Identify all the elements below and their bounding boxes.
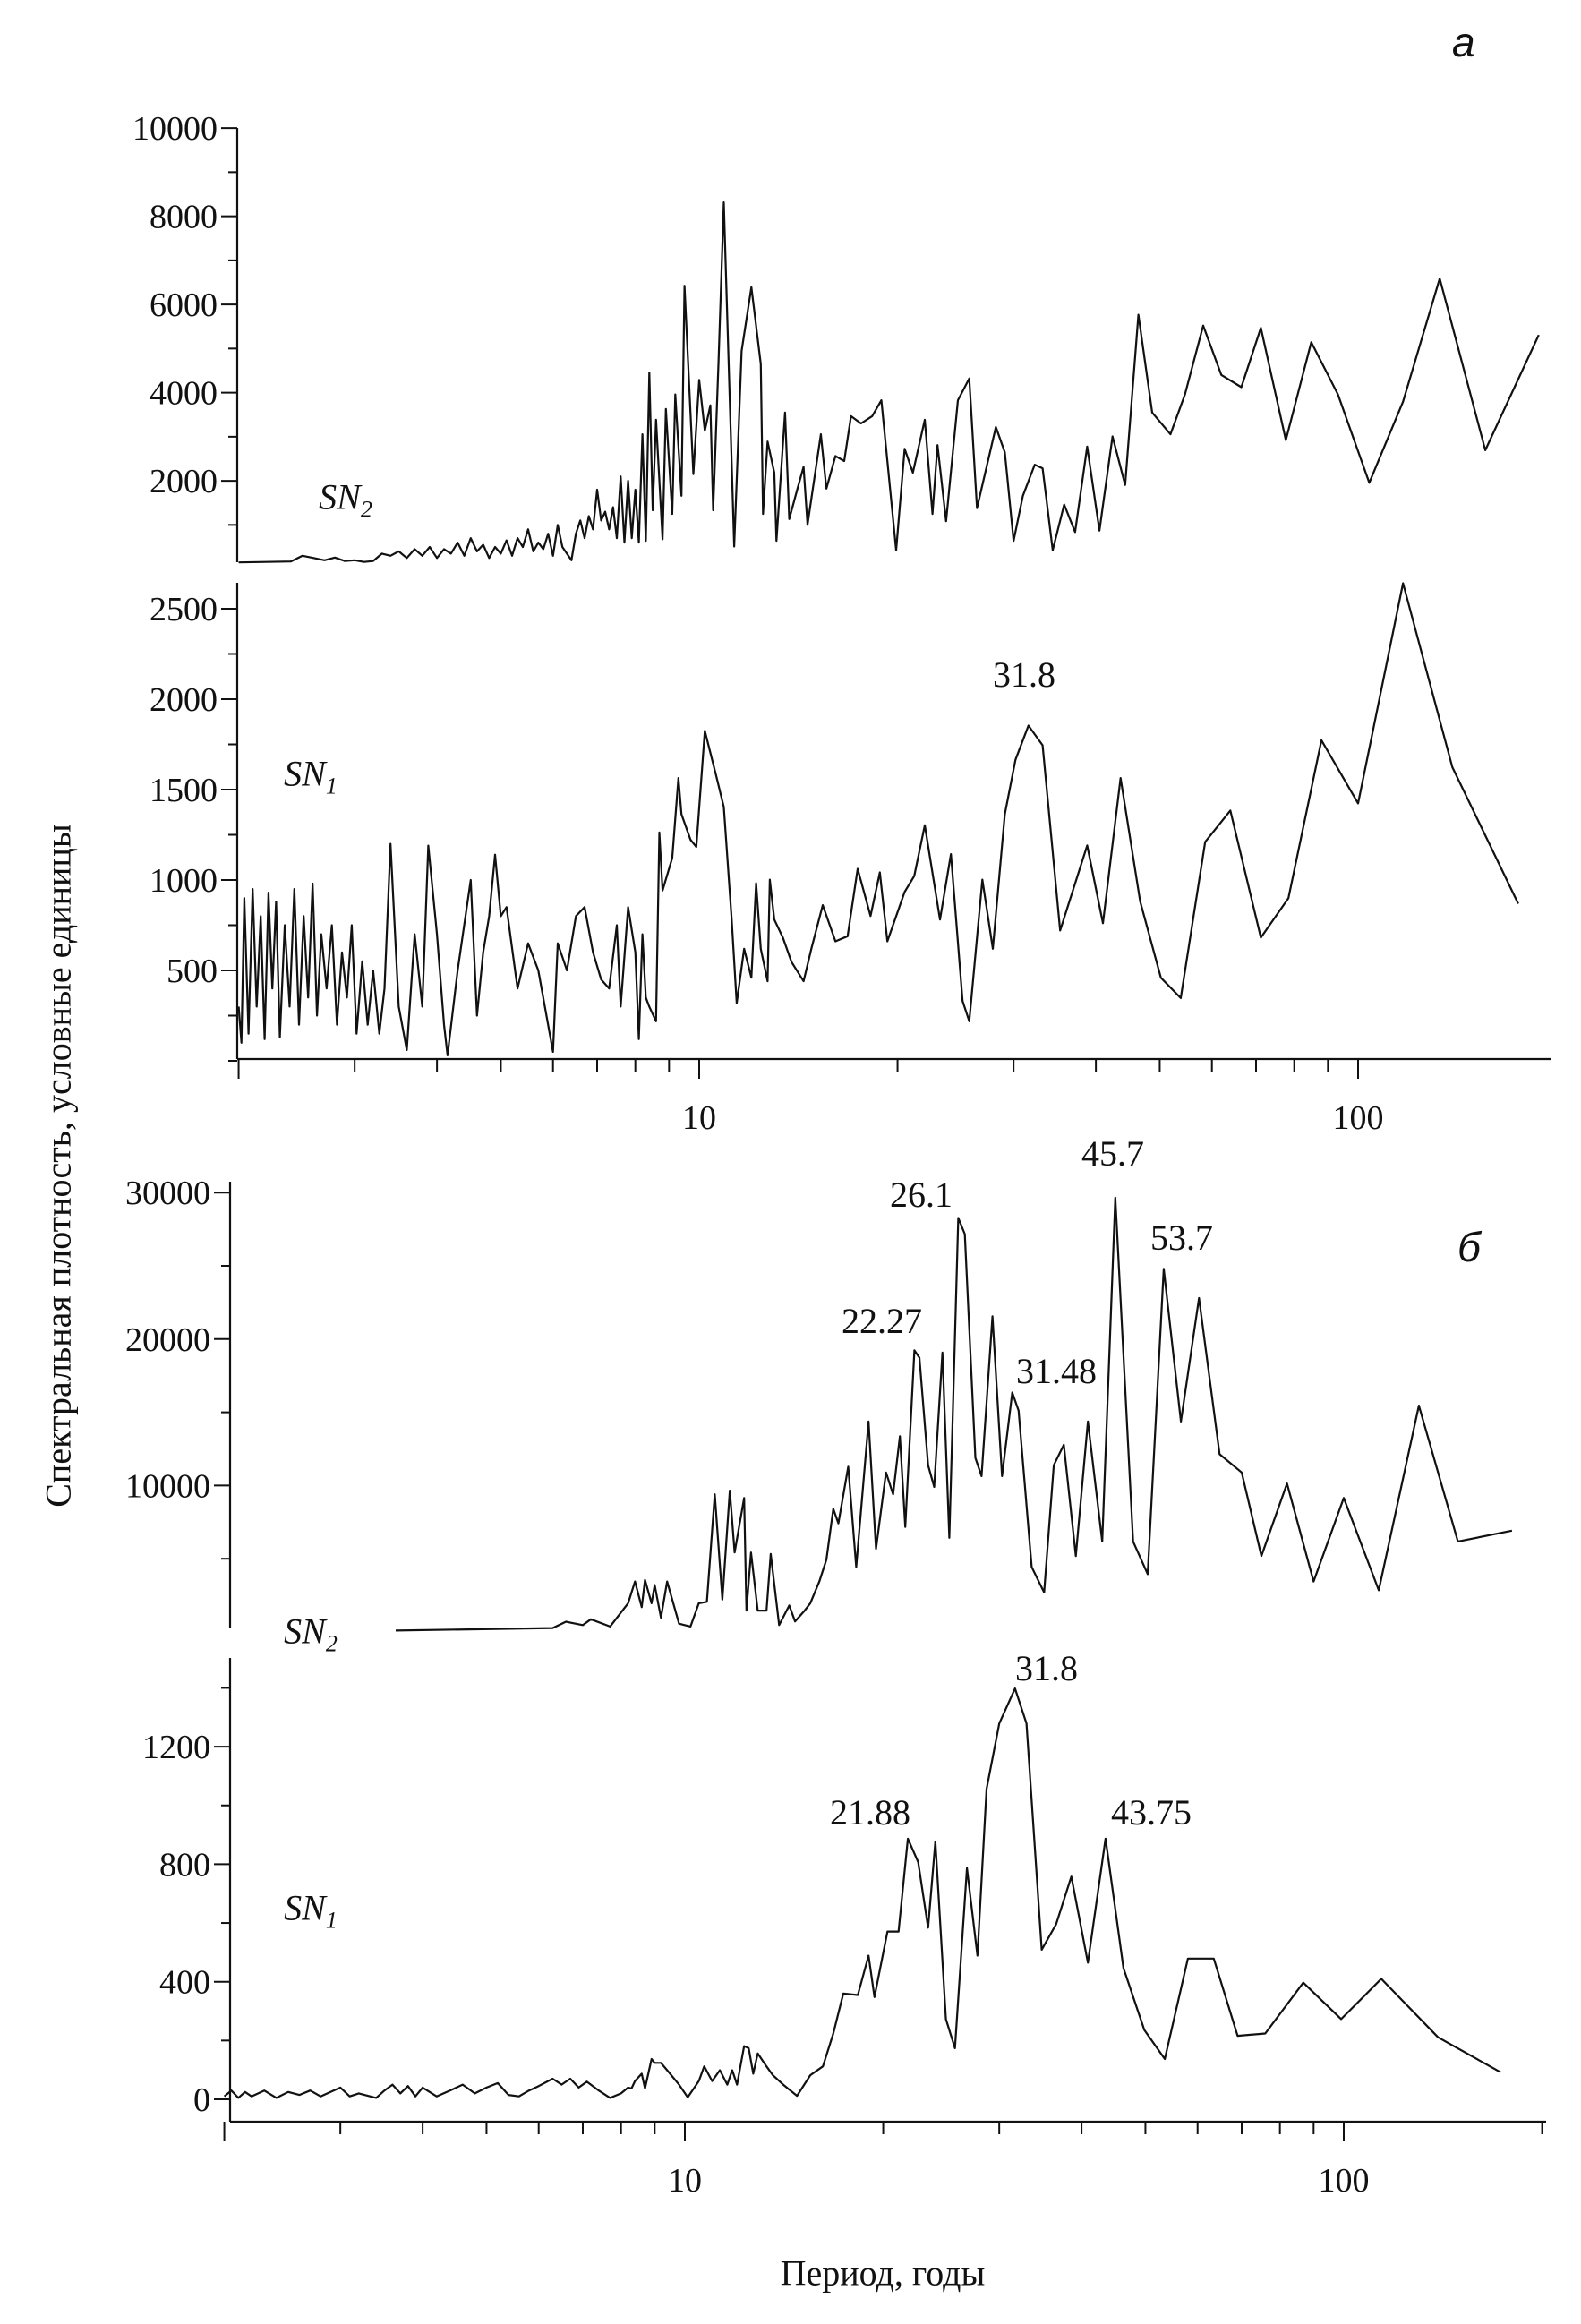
peak-annotation: 43.75 xyxy=(1111,1792,1192,1833)
y-tick-label: 1000 xyxy=(150,862,218,900)
series-line-SN2 xyxy=(238,201,1540,564)
y-tick-label: 500 xyxy=(167,953,218,990)
y-tick-label: 2000 xyxy=(150,681,218,719)
chart-panel-0: 2000 4000 6000 8000 10000 xyxy=(132,110,1540,564)
y-tick-label: 2500 xyxy=(150,591,218,628)
y-tick-label: 800 xyxy=(159,1846,210,1884)
series-label-main: SN xyxy=(319,476,361,517)
chart-panel-2: 10000 20000 30000 26.1 45.7 53.7 22.27 31.48 xyxy=(125,1133,1513,1632)
peak-annotation: 53.7 xyxy=(1150,1218,1213,1258)
peak-annotation: 21.88 xyxy=(830,1792,910,1833)
series-label-main: SN xyxy=(284,753,326,794)
y-axis-title: Спектральная плотность, условные единицы xyxy=(38,824,79,1508)
series-line-SN2 xyxy=(395,1196,1513,1632)
series-label: SN2 xyxy=(284,1611,338,1658)
series-label-subscript: 2 xyxy=(360,496,372,523)
x-tick-label: 10 xyxy=(682,1099,716,1137)
y-tick-label: 2000 xyxy=(150,463,218,500)
series-label: SN2 xyxy=(319,476,372,524)
panel-label-a: а xyxy=(1452,19,1475,65)
chart-panel-3: 0 400 800 1200 10 100 31.8 21.88 43.75 xyxy=(142,1648,1546,2200)
y-tick-label: 1200 xyxy=(142,1729,210,1766)
x-tick-label: 10 xyxy=(668,2162,702,2200)
series-label-subscript: 2 xyxy=(325,1630,338,1657)
series-label-main: SN xyxy=(284,1611,326,1652)
series-label: SN1 xyxy=(284,753,338,800)
peak-annotation: 45.7 xyxy=(1081,1133,1144,1174)
chart-panel-1: 500 1000 1500 2000 2500 10 100 31.8 xyxy=(150,582,1551,1137)
peak-annotation: 22.27 xyxy=(842,1301,922,1341)
y-tick-label: 0 xyxy=(193,2081,210,2119)
y-tick-label: 1500 xyxy=(150,772,218,809)
peak-annotation: 31.48 xyxy=(1016,1351,1097,1391)
series-label: SN1 xyxy=(284,1887,338,1935)
panel-label-b: б xyxy=(1457,1224,1481,1270)
series-label-subscript: 1 xyxy=(325,773,338,799)
peak-annotation: 31.8 xyxy=(1015,1648,1078,1688)
series-label-main: SN xyxy=(284,1887,326,1928)
x-tick-label: 100 xyxy=(1333,1099,1384,1137)
x-tick-label: 100 xyxy=(1319,2162,1370,2200)
series-label-subscript: 1 xyxy=(325,1907,338,1934)
y-tick-label: 20000 xyxy=(125,1321,210,1359)
y-tick-label: 30000 xyxy=(125,1175,210,1212)
y-tick-label: 10000 xyxy=(125,1467,210,1505)
peak-annotation: 31.8 xyxy=(993,654,1055,695)
series-line-SN1 xyxy=(237,582,1519,1056)
y-tick-label: 10000 xyxy=(132,110,218,148)
y-tick-label: 6000 xyxy=(150,286,218,324)
x-axis-title: Период, годы xyxy=(780,2252,986,2294)
y-tick-label: 4000 xyxy=(150,375,218,413)
series-line-SN1 xyxy=(223,1687,1501,2099)
peak-annotation: 26.1 xyxy=(890,1175,953,1215)
y-tick-label: 400 xyxy=(159,1964,210,2002)
y-tick-label: 8000 xyxy=(150,199,218,236)
